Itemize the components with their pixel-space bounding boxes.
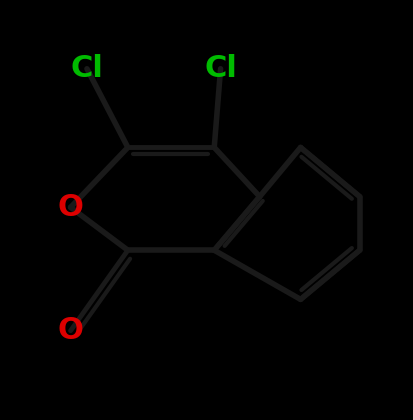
Text: O: O: [58, 193, 83, 222]
Text: Cl: Cl: [204, 54, 237, 83]
Text: Cl: Cl: [71, 54, 103, 83]
Text: O: O: [58, 316, 83, 345]
